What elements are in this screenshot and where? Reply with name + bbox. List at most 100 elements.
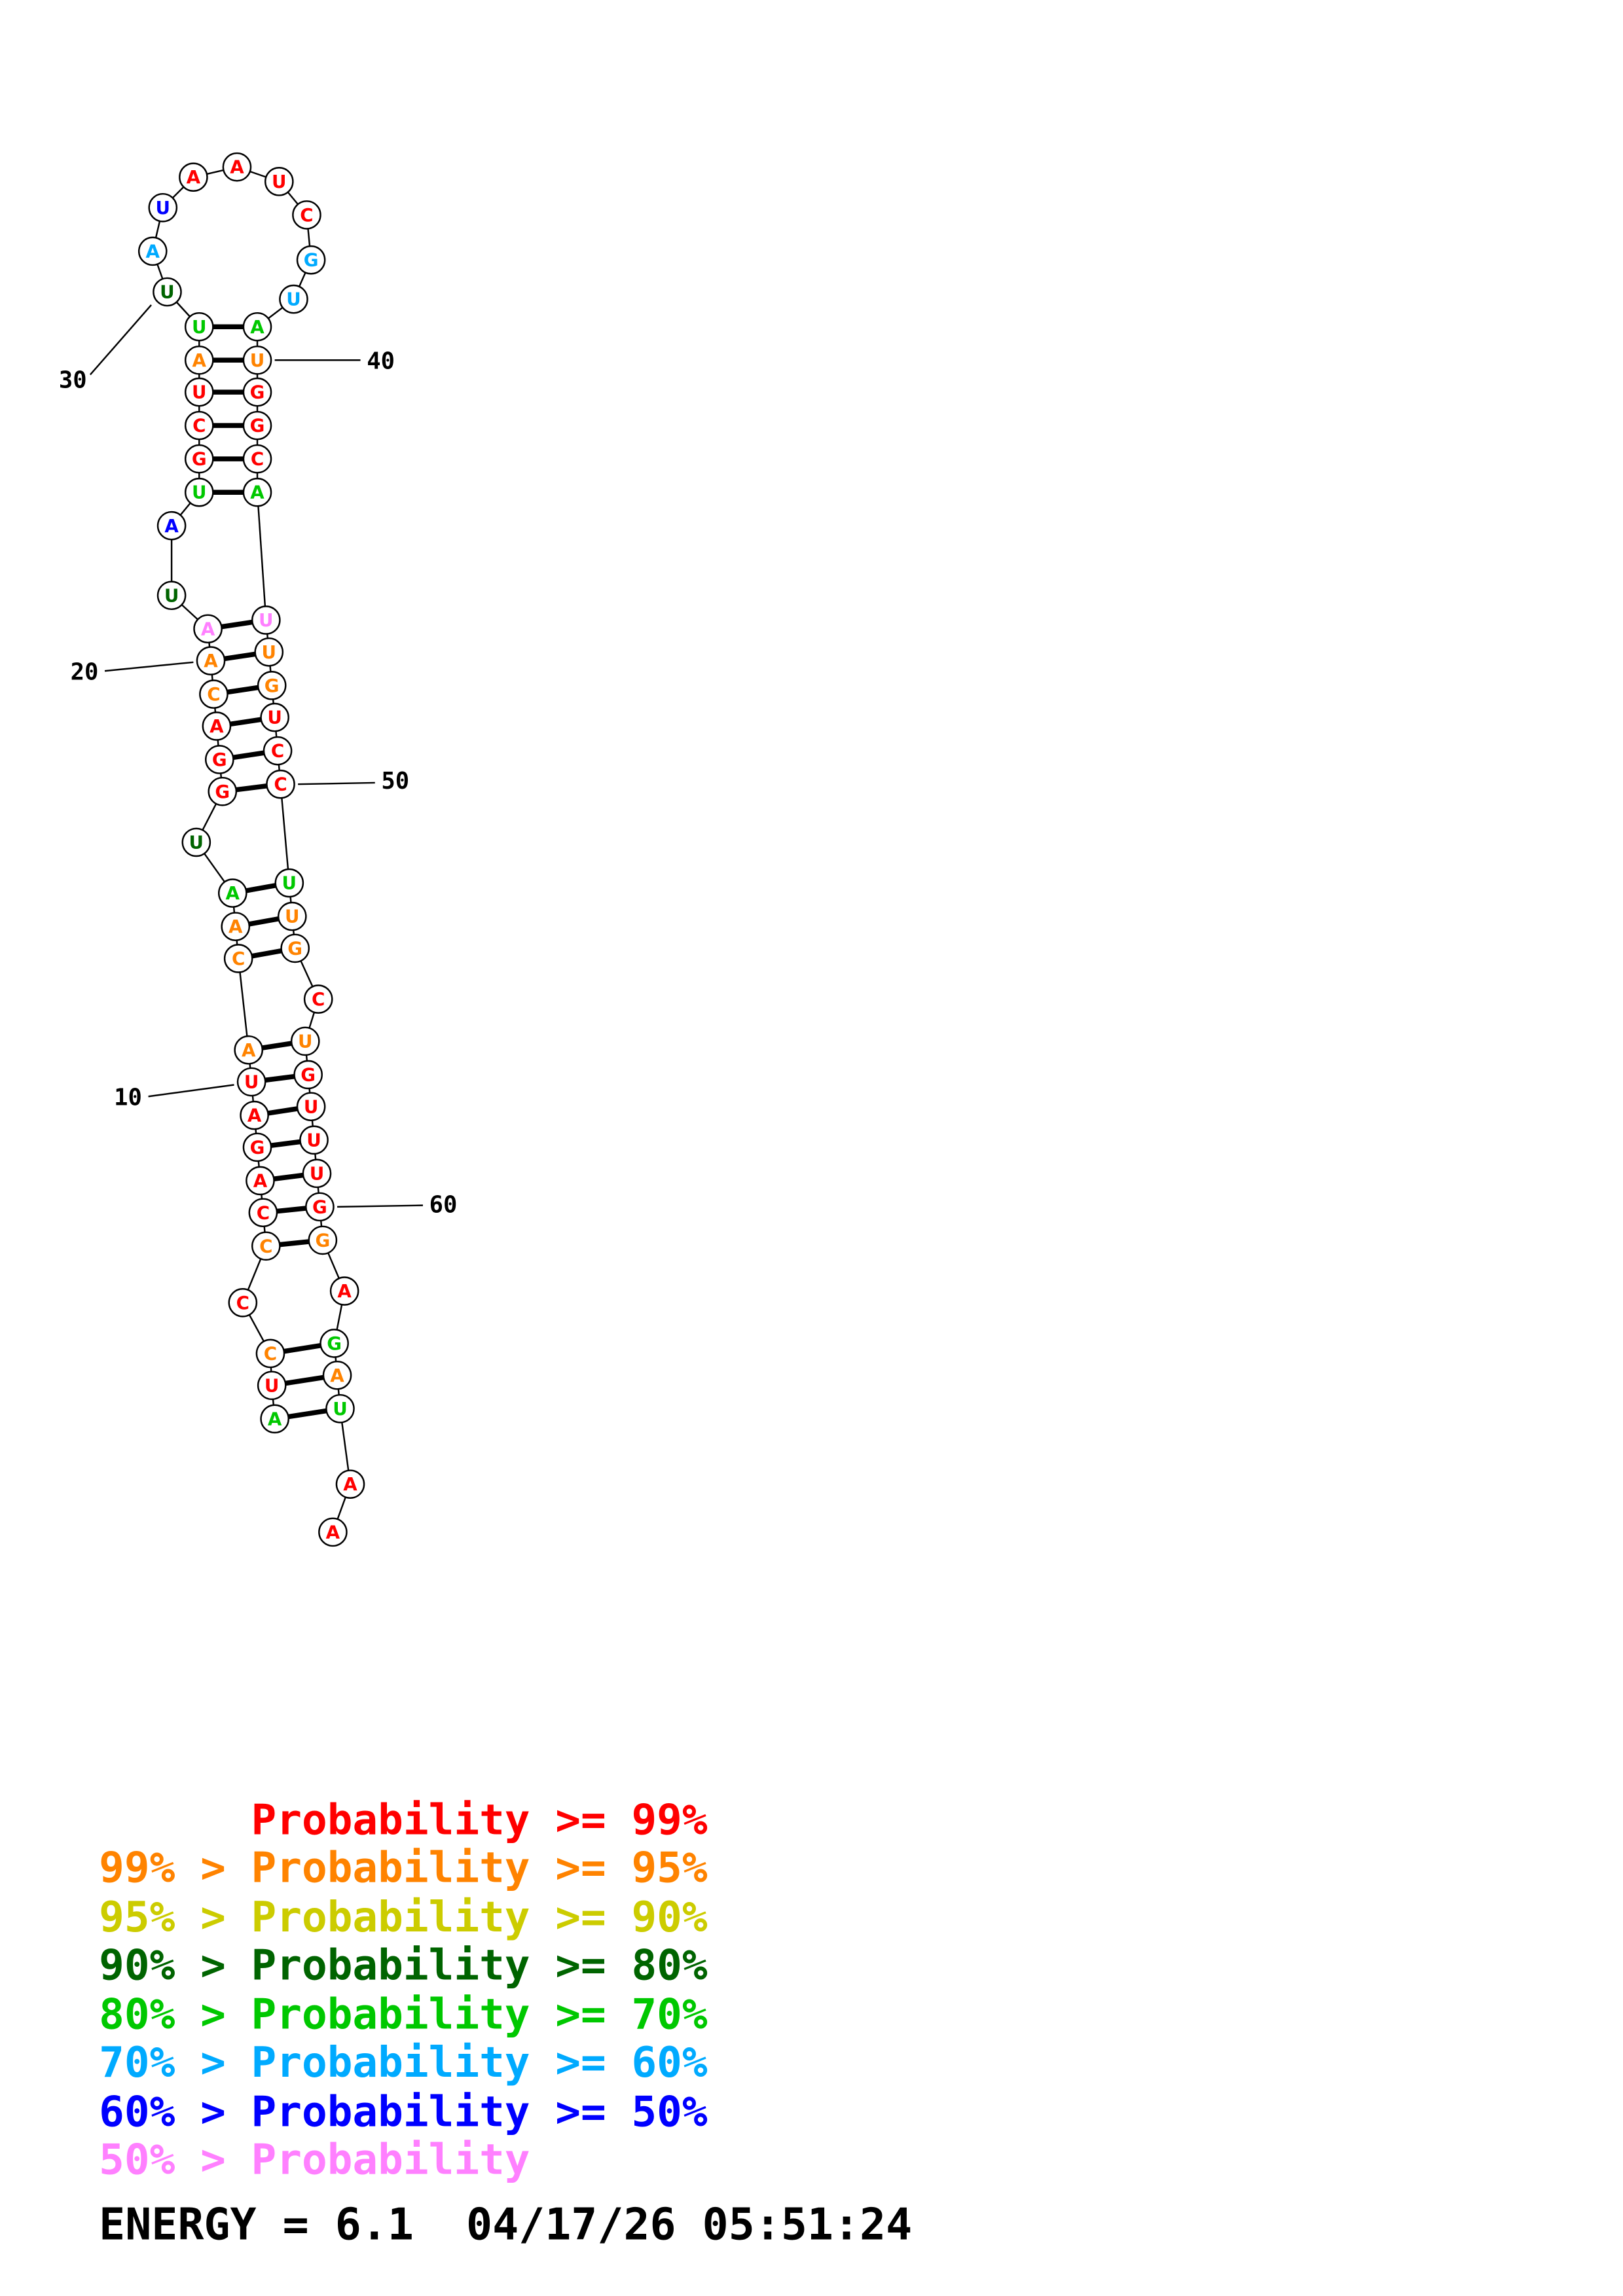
nucleotide-base: A xyxy=(268,1408,282,1429)
nucleotide-circle xyxy=(137,236,168,266)
legend-entry-lt50: 50% > Probability xyxy=(99,2136,530,2185)
nucleotide-base: C xyxy=(232,948,245,969)
nucleotide-base: C xyxy=(257,1202,270,1223)
nucleotide-base: U xyxy=(160,281,175,303)
nucleotide-circle xyxy=(242,312,272,342)
nucleotide-base: U xyxy=(164,584,179,606)
nucleotide-circle xyxy=(184,477,214,507)
nucleotide: U xyxy=(254,637,284,667)
nucleotide-base: G xyxy=(312,1196,327,1217)
nucleotide-base: U xyxy=(262,641,277,663)
nucleotide-circle xyxy=(184,345,214,375)
legend-entry-p99: Probability >= 99% xyxy=(99,1795,708,1844)
nucleotide-base: U xyxy=(267,707,282,728)
nucleotide-base: G xyxy=(301,1064,316,1085)
nucleotide: G xyxy=(205,745,234,774)
nucleotide-circle xyxy=(318,1517,348,1547)
nucleotide-circle xyxy=(302,1158,332,1189)
nucleotide-circle xyxy=(199,679,228,709)
nucleotide-base: A xyxy=(326,1521,340,1543)
nucleotide-base: A xyxy=(343,1473,357,1495)
nucleotide-base: U xyxy=(272,171,287,192)
position-label: 40 xyxy=(367,348,395,375)
nucleotide: C xyxy=(223,944,253,973)
nucleotide: U xyxy=(325,1393,355,1424)
nucleotide-circle xyxy=(228,1288,258,1318)
nucleotide-base: G xyxy=(327,1333,342,1354)
nucleotide-base: G xyxy=(212,749,227,770)
nucleotide: U xyxy=(257,1371,287,1401)
nucleotide: G xyxy=(305,1192,335,1222)
nucleotide-circle xyxy=(242,410,272,440)
position-label-layer: 10 20 30 40 50 60 xyxy=(59,304,457,1219)
nucleotide-base: C xyxy=(207,683,220,705)
nucleotide-base: C xyxy=(274,774,287,795)
nucleotide-base: U xyxy=(298,1030,313,1052)
nucleotide: U xyxy=(274,868,304,898)
nucleotide-circle xyxy=(296,245,326,275)
nucleotide: A xyxy=(184,345,214,375)
nucleotide: A xyxy=(242,312,272,342)
nucleotide-circle xyxy=(266,769,295,799)
nucleotide-circle xyxy=(242,345,272,375)
nucleotide: A xyxy=(137,236,168,266)
nucleotide: A xyxy=(240,1100,269,1130)
nucleotide-base: C xyxy=(264,1343,277,1365)
nucleotide-circle xyxy=(223,944,253,973)
nucleotide-circle xyxy=(263,736,293,766)
nucleotide-circle xyxy=(293,1060,323,1090)
nucleotide: G xyxy=(296,245,326,275)
nucleotide: A xyxy=(234,1035,263,1065)
nucleotide-base: A xyxy=(242,1039,256,1061)
nucleotide-base: U xyxy=(192,316,207,338)
legend-entry-p95: 99% > Probability >= 95% xyxy=(99,1844,708,1893)
nucleotide-circle xyxy=(222,152,252,182)
nucleotide-circle xyxy=(260,1404,289,1434)
nucleotide-base: A xyxy=(253,1170,268,1191)
nucleotide-base: A xyxy=(330,1365,344,1386)
nucleotide-circle xyxy=(274,868,304,898)
nucleotide-base: U xyxy=(264,1374,280,1396)
nucleotide-base: A xyxy=(192,350,207,371)
nucleotide-base: G xyxy=(250,382,265,403)
nucleotide: U xyxy=(277,901,307,931)
nucleotide: G xyxy=(280,933,310,963)
nucleotide: C xyxy=(248,1198,278,1228)
nucleotide-circle xyxy=(264,167,294,196)
backbone-segment xyxy=(237,958,249,1050)
nucleotide: U xyxy=(242,345,272,375)
nucleotide-base: A xyxy=(228,916,243,937)
nucleotide-circle xyxy=(305,1192,335,1222)
nucleotide-circle xyxy=(308,1225,338,1255)
nucleotide: G xyxy=(293,1060,323,1090)
nucleotide-circle xyxy=(292,200,321,230)
nucleotide: A xyxy=(222,152,252,182)
nucleotide-base: U xyxy=(286,289,301,310)
nucleotide-base: G xyxy=(287,937,302,959)
nucleotide: C xyxy=(303,984,333,1014)
nucleotide: C xyxy=(266,769,295,799)
nucleotide-base: C xyxy=(300,204,313,226)
nucleotide: U xyxy=(290,1026,320,1056)
nucleotide-base: U xyxy=(304,1096,319,1117)
backbone-segment xyxy=(256,492,267,620)
legend-entry-p50: 60% > Probability >= 50% xyxy=(99,2087,708,2136)
position-label: 10 xyxy=(114,1085,142,1111)
nucleotide: A xyxy=(318,1517,348,1547)
probability-legend: Probability >= 99% 99% > Probability >= … xyxy=(99,1795,708,2184)
nucleotide-base: U xyxy=(250,350,265,371)
nucleotide-base: A xyxy=(201,618,215,639)
backbone-segment xyxy=(280,784,291,884)
nucleotide-circle xyxy=(251,605,281,635)
nucleotide: C xyxy=(184,410,214,440)
nucleotide-circle xyxy=(236,1067,266,1097)
nucleotide-circle xyxy=(329,1276,359,1306)
nucleotide-base: U xyxy=(285,906,300,927)
nucleotide-base: U xyxy=(192,382,207,403)
nucleotide: A xyxy=(193,614,223,644)
nucleotide-circle xyxy=(217,878,247,908)
nucleotide: G xyxy=(184,444,214,474)
nucleotide-base: U xyxy=(333,1398,348,1420)
